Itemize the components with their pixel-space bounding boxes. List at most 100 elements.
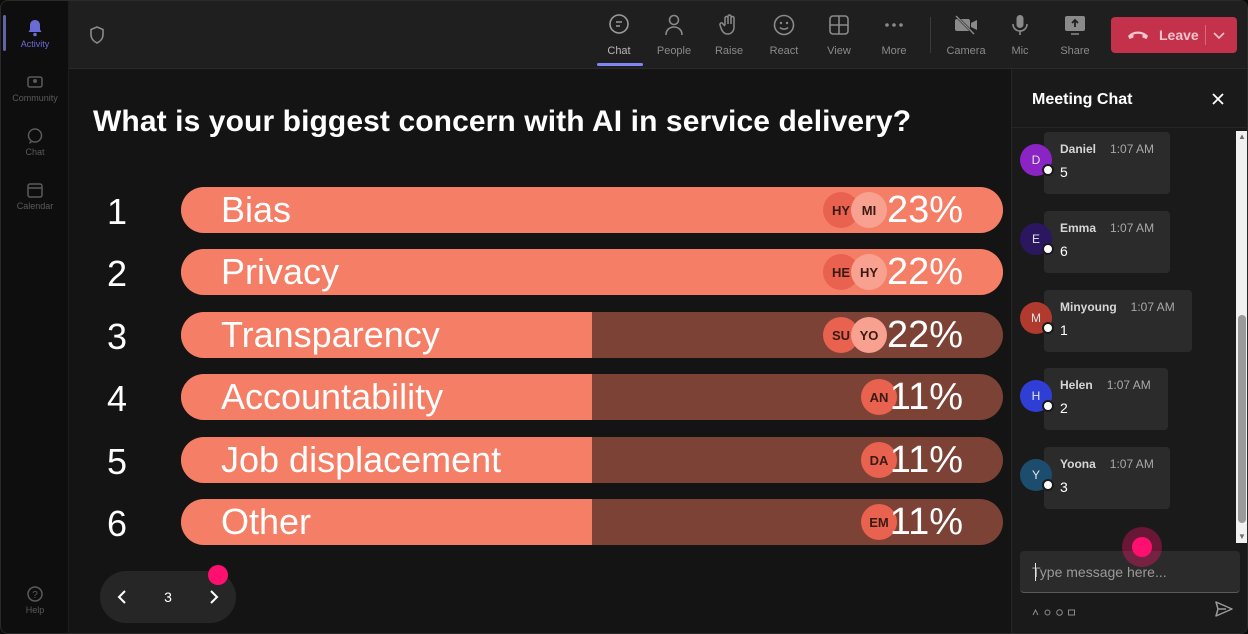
previous-slide-button[interactable] [100, 571, 144, 623]
rail-item-chat[interactable]: Chat [1, 115, 69, 167]
next-slide-button[interactable] [192, 571, 236, 623]
mic-label: Mic [1011, 45, 1029, 57]
poll-option-label: Bias [221, 189, 292, 230]
message-text: 1 [1060, 322, 1068, 338]
poll-stage: What is your biggest concern with AI in … [69, 69, 1011, 633]
people-label: People [656, 45, 692, 57]
poll-option-rank: 3 [107, 316, 128, 357]
message-text: 2 [1060, 400, 1068, 416]
sender-name: Minyoung [1060, 300, 1117, 314]
voter-avatar: HY [851, 254, 887, 290]
poll-option-rank: 6 [107, 503, 128, 544]
message-bubble[interactable]: Minyoung 1:07 AM 1 [1044, 290, 1192, 352]
emoji-icon[interactable] [1056, 603, 1063, 616]
leave-label: Leave [1159, 27, 1199, 43]
chat-icon [606, 11, 632, 39]
rail-label: Community [12, 93, 58, 103]
page-number: 3 [164, 589, 172, 605]
poll-option-rank: 2 [107, 253, 128, 294]
message-bubble[interactable]: Emma 1:07 AM 6 [1044, 211, 1170, 273]
gif-icon[interactable] [1068, 603, 1075, 616]
message-time: 1:07 AM [1110, 142, 1155, 156]
camera-button[interactable]: Camera [941, 11, 991, 61]
scroll-down-icon[interactable]: ▼ [1238, 532, 1246, 541]
poll-option-bar: Privacy HE HY 22% [181, 249, 1003, 295]
chevron-down-icon[interactable] [1211, 27, 1227, 43]
leave-button[interactable]: Leave [1111, 17, 1237, 53]
people-button[interactable]: People [649, 11, 699, 61]
rail-item-activity[interactable]: Activity [1, 7, 69, 59]
text-caret [1035, 563, 1036, 581]
poll-option-fill [181, 312, 592, 358]
poll-option-bar: Bias HY MI 23% [181, 187, 1003, 233]
toolbar-divider [930, 17, 931, 53]
react-button[interactable]: React [759, 11, 809, 61]
poll-option-rank: 4 [107, 378, 128, 419]
attach-icon[interactable] [1044, 603, 1051, 616]
chat-button[interactable]: Chat [594, 11, 644, 61]
click-indicator [1132, 537, 1152, 557]
mic-button[interactable]: Mic [995, 11, 1045, 61]
scroll-up-icon[interactable]: ▲ [1238, 132, 1246, 141]
presence-status-icon [1042, 479, 1054, 491]
message-bubble[interactable]: Helen 1:07 AM 2 [1044, 368, 1168, 430]
shield-icon[interactable] [87, 25, 107, 45]
raise-hand-button[interactable]: Raise [704, 11, 754, 61]
poll-option-label: Other [221, 501, 312, 542]
message-text: 5 [1060, 164, 1068, 180]
app-rail: Activity Community Chat Calendar ? Help [1, 1, 69, 633]
message-time: 1:07 AM [1109, 457, 1154, 471]
react-label: React [769, 45, 799, 57]
poll-option-label: Privacy [221, 251, 340, 292]
message-time: 1:07 AM [1110, 221, 1155, 235]
message-meta: Daniel 1:07 AM [1060, 142, 1154, 156]
help-icon: ? [24, 583, 46, 605]
message-text: 6 [1060, 243, 1068, 259]
rail-label: Help [25, 605, 45, 615]
format-icon[interactable] [1032, 603, 1039, 616]
more-button[interactable]: More [869, 11, 919, 61]
chat-message-input[interactable] [1032, 562, 1228, 582]
leave-divider [1205, 25, 1206, 45]
rail-label: Calendar [16, 201, 54, 211]
poll-option-rank: 1 [107, 191, 128, 232]
scrollbar-thumb[interactable] [1238, 315, 1246, 523]
voter-avatar: AN [861, 379, 897, 415]
share-label: Share [1060, 45, 1090, 57]
raise-label: Raise [714, 45, 744, 57]
rail-item-help[interactable]: ? Help [1, 573, 69, 625]
message-time: 1:07 AM [1106, 378, 1151, 392]
chat-header-divider [1012, 127, 1247, 128]
send-icon[interactable] [1214, 599, 1234, 619]
avatar[interactable]: E [1020, 223, 1052, 255]
voter-avatar: MI [851, 192, 887, 228]
camera-label: Camera [946, 45, 986, 57]
mic-icon [1007, 11, 1033, 39]
sender-name: Helen [1060, 378, 1093, 392]
message-bubble[interactable]: Daniel 1:07 AM 5 [1044, 132, 1170, 194]
chat-compose-box[interactable] [1020, 551, 1240, 593]
rail-item-calendar[interactable]: Calendar [1, 169, 69, 221]
people-icon [661, 11, 687, 39]
phone-hangup-icon [1127, 28, 1149, 42]
rail-item-community[interactable]: Community [1, 61, 69, 113]
share-button[interactable]: Share [1050, 11, 1100, 61]
message-meta: Minyoung 1:07 AM [1060, 300, 1176, 314]
message-meta: Emma 1:07 AM [1060, 221, 1154, 235]
view-label: View [827, 45, 851, 57]
poll-option-percent: 11% [889, 501, 963, 543]
more-label: More [881, 45, 907, 57]
sender-name: Yoona [1060, 457, 1096, 471]
poll-option-fill [181, 374, 592, 420]
close-icon[interactable] [1208, 89, 1228, 109]
message-meta: Helen 1:07 AM [1060, 378, 1152, 392]
poll-option-bar: Other EM 11% [181, 499, 1003, 545]
poll-option-bar: Job displacement DA 11% [181, 437, 1003, 483]
view-button[interactable]: View [814, 11, 864, 61]
message-bubble[interactable]: Yoona 1:07 AM 3 [1044, 447, 1170, 509]
voter-avatar: SU [823, 317, 859, 353]
poll-option-percent: 11% [889, 439, 963, 481]
chat-scrollbar[interactable]: ▲ ▼ [1236, 131, 1247, 543]
poll-option-bar: Accountability AN 11% [181, 374, 1003, 420]
